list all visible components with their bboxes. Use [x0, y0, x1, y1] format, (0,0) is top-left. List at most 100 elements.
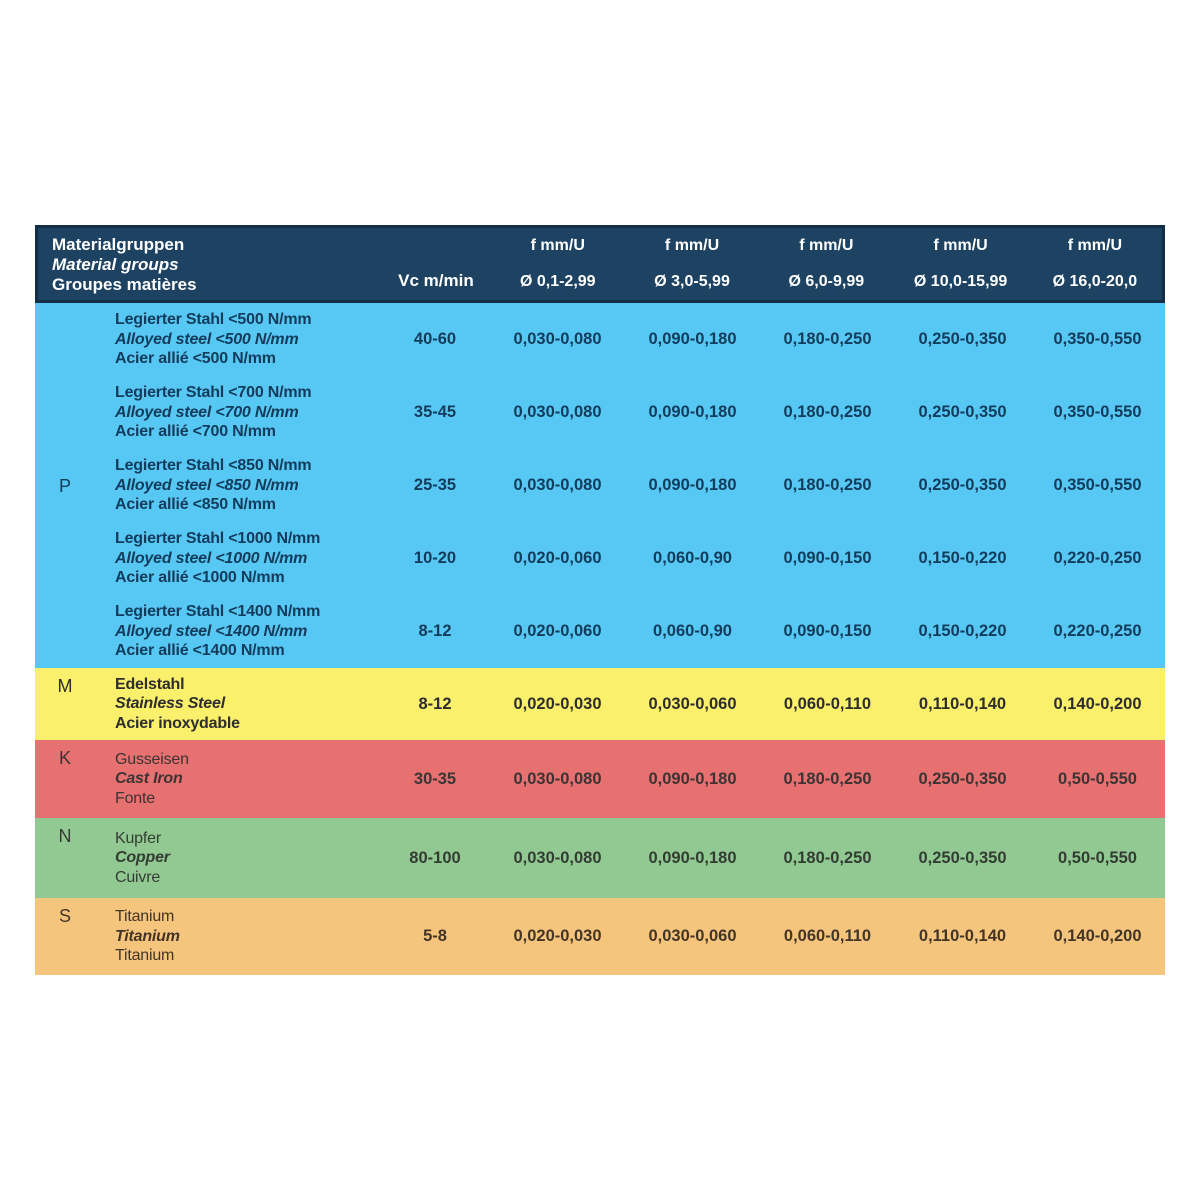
material-name: Legierter Stahl <1000 N/mm Alloyed steel… — [115, 530, 321, 587]
feed-unit-label: f mm/U — [664, 237, 720, 254]
vc-value: 5-8 — [423, 927, 447, 945]
feed-value: 0,220-0,250 — [1053, 622, 1142, 640]
diameter-range-label: Ø 6,0-9,99 — [788, 273, 865, 290]
cutting-data-table: Materialgruppen Material groups Groupes … — [35, 225, 1165, 975]
feed-value: 0,030-0,080 — [513, 476, 602, 494]
vc-value: 35-45 — [413, 403, 457, 421]
feed-value: 0,060-0,110 — [783, 927, 872, 945]
feed-value: 0,030-0,080 — [513, 848, 602, 867]
material-name: Legierter Stahl <700 N/mm Alloyed steel … — [115, 384, 312, 441]
feed-value: 0,110-0,140 — [918, 927, 1007, 945]
feed-value: 0,180-0,250 — [783, 848, 872, 867]
table-row: Legierter Stahl <1400 N/mm Alloyed steel… — [95, 595, 1165, 668]
feed-value: 0,090-0,180 — [648, 848, 737, 867]
feed-value: 0,180-0,250 — [783, 476, 872, 494]
feed-value: 0,090-0,180 — [648, 330, 737, 348]
group-letter-P: P — [58, 475, 71, 496]
group-letter-M: M — [57, 676, 73, 696]
diameter-range-label: Ø 16,0-20,0 — [1052, 273, 1138, 290]
vc-value: 8-12 — [418, 694, 452, 713]
header-vc: Vc m/min — [398, 271, 474, 290]
material-group-P: P Legierter Stahl <500 N/mm Alloyed stee… — [35, 303, 1165, 668]
feed-unit-label: f mm/U — [530, 237, 585, 254]
feed-value: 0,140-0,200 — [1053, 694, 1142, 713]
feed-value: 0,180-0,250 — [783, 403, 872, 421]
material-name: Titanium Titanium Titanium — [115, 908, 180, 965]
feed-value: 0,030-0,080 — [513, 769, 602, 788]
feed-value: 0,180-0,250 — [783, 330, 872, 348]
header-feed-col-5: f mm/U Ø 16,0-20,0 — [1028, 228, 1162, 300]
table-row: Legierter Stahl <700 N/mm Alloyed steel … — [95, 376, 1165, 449]
feed-value: 0,020-0,060 — [513, 622, 602, 640]
feed-value: 0,090-0,180 — [648, 476, 737, 494]
feed-value: 0,030-0,060 — [648, 927, 737, 945]
material-group-M: M Edelstahl Stainless Steel Acier inoxyd… — [35, 668, 1165, 740]
feed-value: 0,090-0,180 — [648, 403, 737, 421]
feed-unit-label: f mm/U — [933, 237, 988, 254]
feed-value: 0,090-0,180 — [648, 769, 737, 788]
material-name: Legierter Stahl <850 N/mm Alloyed steel … — [115, 457, 312, 514]
material-group-N: N Kupfer Copper Cuivre 80-100 0,030-0,08… — [35, 818, 1165, 898]
feed-value: 0,020-0,060 — [513, 549, 602, 567]
feed-unit-label: f mm/U — [1067, 237, 1122, 254]
material-name: Legierter Stahl <1400 N/mm Alloyed steel… — [115, 603, 321, 660]
feed-value: 0,090-0,150 — [783, 549, 872, 567]
feed-value: 0,250-0,350 — [918, 330, 1007, 348]
feed-value: 0,250-0,350 — [918, 769, 1007, 788]
vc-value: 25-35 — [413, 476, 457, 494]
group-letter-N: N — [58, 826, 72, 846]
feed-value: 0,50-0,550 — [1058, 848, 1137, 867]
header-feed-col-2: f mm/U Ø 3,0-5,99 — [625, 228, 759, 300]
feed-value: 0,150-0,220 — [918, 622, 1007, 640]
feed-value: 0,250-0,350 — [918, 476, 1007, 494]
vc-value: 80-100 — [409, 848, 461, 867]
feed-value: 0,020-0,030 — [513, 927, 602, 945]
vc-value: 40-60 — [413, 330, 457, 348]
material-name: Legierter Stahl <500 N/mm Alloyed steel … — [115, 311, 312, 368]
feed-value: 0,020-0,030 — [513, 694, 602, 713]
table-row: Legierter Stahl <1000 N/mm Alloyed steel… — [95, 522, 1165, 595]
feed-value: 0,060-0,90 — [653, 549, 732, 567]
header-feed-col-3: f mm/U Ø 6,0-9,99 — [759, 228, 893, 300]
material-name: Edelstahl Stainless Steel Acier inoxydab… — [115, 675, 240, 732]
material-group-K: K Gusseisen Cast Iron Fonte 30-35 0,030-… — [35, 740, 1165, 818]
feed-value: 0,350-0,550 — [1053, 330, 1142, 348]
vc-value: 8-12 — [418, 622, 452, 640]
table-row: Edelstahl Stainless Steel Acier inoxydab… — [95, 668, 1165, 740]
header-material-line-en: Material groups — [52, 255, 179, 274]
diameter-range-label: Ø 0,1-2,99 — [519, 273, 596, 290]
header-material-line-fr: Groupes matières — [52, 275, 197, 294]
table-header: Materialgruppen Material groups Groupes … — [35, 225, 1165, 303]
material-name: Gusseisen Cast Iron Fonte — [115, 750, 189, 807]
header-feed-col-4: f mm/U Ø 10,0-15,99 — [893, 228, 1027, 300]
feed-value: 0,030-0,080 — [513, 403, 602, 421]
feed-value: 0,110-0,140 — [918, 694, 1007, 713]
feed-value: 0,350-0,550 — [1053, 403, 1142, 421]
group-letter-S: S — [58, 906, 71, 926]
feed-unit-label: f mm/U — [799, 237, 854, 254]
table-row: Titanium Titanium Titanium 5-8 0,020-0,0… — [95, 898, 1165, 975]
group-letter-K: K — [58, 748, 71, 768]
feed-value: 0,090-0,150 — [783, 622, 872, 640]
feed-value: 0,250-0,350 — [918, 403, 1007, 421]
feed-value: 0,150-0,220 — [918, 549, 1007, 567]
material-group-S: S Titanium Titanium Titanium 5-8 0,020-0… — [35, 898, 1165, 975]
table-row: Legierter Stahl <500 N/mm Alloyed steel … — [95, 303, 1165, 376]
diameter-range-label: Ø 10,0-15,99 — [913, 273, 1008, 290]
feed-value: 0,220-0,250 — [1053, 549, 1142, 567]
vc-value: 30-35 — [413, 769, 457, 788]
feed-value: 0,180-0,250 — [783, 769, 872, 788]
table-row: Kupfer Copper Cuivre 80-100 0,030-0,080 … — [95, 818, 1165, 898]
feed-value: 0,250-0,350 — [918, 848, 1007, 867]
feed-value: 0,030-0,060 — [648, 694, 737, 713]
header-material-line-de: Materialgruppen — [52, 235, 185, 254]
feed-value: 0,350-0,550 — [1053, 476, 1142, 494]
material-name: Kupfer Copper Cuivre — [115, 829, 170, 886]
feed-value: 0,50-0,550 — [1058, 769, 1137, 788]
table-row: Gusseisen Cast Iron Fonte 30-35 0,030-0,… — [95, 740, 1165, 818]
header-material-groups: Materialgruppen Material groups Groupes … — [38, 228, 381, 300]
feed-value: 0,060-0,90 — [653, 622, 732, 640]
header-feed-col-1: f mm/U Ø 0,1-2,99 — [491, 228, 625, 300]
feed-value: 0,060-0,110 — [783, 694, 872, 713]
feed-value: 0,140-0,200 — [1053, 927, 1142, 945]
